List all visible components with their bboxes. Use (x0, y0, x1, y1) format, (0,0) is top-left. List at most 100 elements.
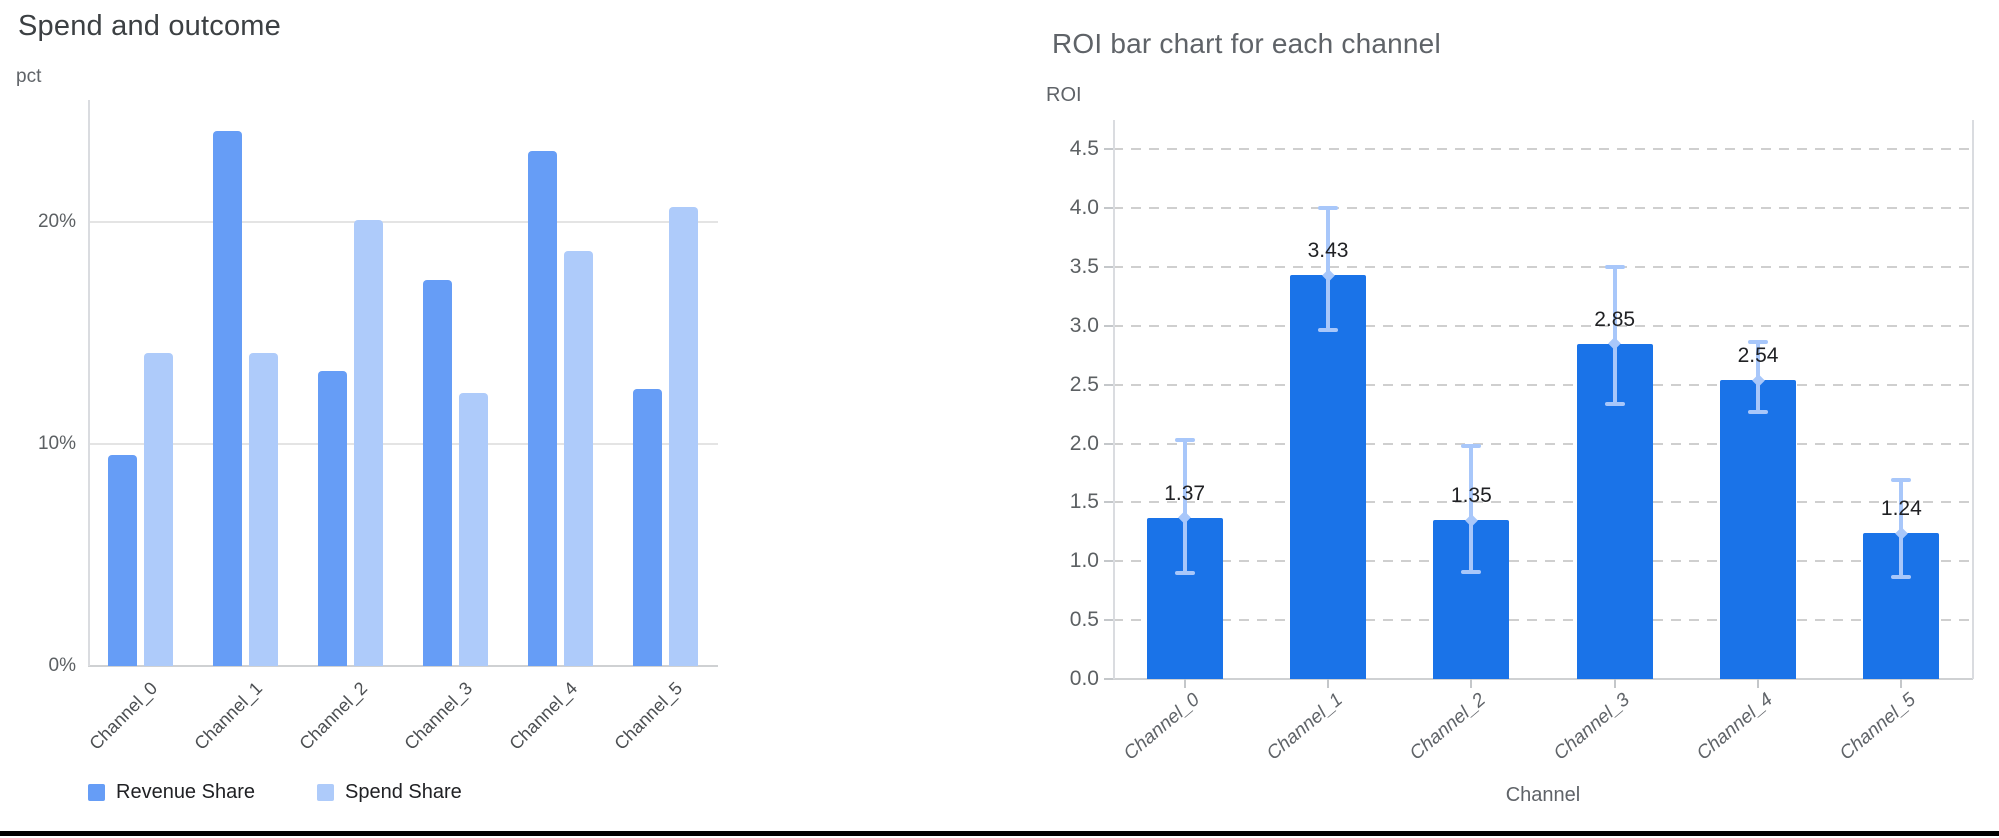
spend-outcome-chart: Spend and outcome pct 0% 10% 20% Channel_0 C… (0, 0, 780, 838)
error-bar (1461, 443, 1482, 575)
y-tick-mark (1104, 324, 1113, 327)
spend-outcome-legend: Revenue Share Spend Share (88, 781, 462, 804)
y-tick-label: 0% (48, 655, 76, 676)
x-tick-label: Channel_1 (1262, 689, 1347, 765)
value-label: 1.35 (1450, 484, 1492, 508)
y-tick-mark (1104, 148, 1113, 151)
bar-spend-share (354, 219, 383, 666)
roi-y-axis-title: ROI (1046, 84, 1082, 106)
legend-label-revenue-share: Revenue Share (116, 781, 255, 803)
legend-item-revenue-share: Revenue Share (88, 781, 255, 804)
gridline (88, 221, 718, 224)
bar-revenue-share (633, 388, 662, 666)
gridline (1113, 266, 1973, 269)
gridline (1113, 383, 1973, 386)
x-tick-mark (1900, 679, 1903, 688)
y-tick-mark (1104, 619, 1113, 622)
spend-outcome-y-axis-unit: pct (16, 66, 42, 87)
value-label: 1.24 (1880, 497, 1922, 521)
bar-revenue-share (318, 370, 347, 666)
error-bar-line (1612, 264, 1617, 406)
bar-spend-share (144, 353, 173, 666)
gridline (1113, 207, 1973, 210)
y-tick-label: 1.0 (1069, 549, 1099, 573)
error-bar (1891, 477, 1912, 579)
error-bar-line (1469, 443, 1474, 575)
gridline (88, 443, 718, 446)
y-tick-label: 4.0 (1069, 196, 1099, 220)
error-bar-marker (1608, 337, 1622, 350)
roi-x-axis-title: Channel (1505, 784, 1581, 806)
y-tick-label: 3.5 (1069, 255, 1099, 279)
gridline (88, 665, 718, 667)
y-tick-mark (1104, 207, 1113, 210)
x-tick-label: Channel_3 (1549, 689, 1634, 765)
bar-revenue-share (528, 151, 557, 666)
spend-outcome-chart-title: Spend and outcome (18, 10, 281, 42)
gridline (1113, 148, 1973, 151)
y-tick-label: 3.0 (1069, 313, 1099, 337)
y-tick-label: 0.5 (1069, 608, 1099, 632)
y-tick-label: 2.5 (1069, 372, 1099, 396)
x-tick-label: Channel_4 (1692, 689, 1777, 765)
x-tick-mark (1327, 679, 1329, 688)
error-bar (1604, 264, 1625, 406)
y-tick-mark (1104, 442, 1113, 445)
legend-label-spend-share: Spend Share (344, 781, 462, 803)
value-label: 2.54 (1737, 344, 1779, 368)
legend-swatch-spend-share (316, 784, 334, 801)
x-tick-mark (1470, 679, 1473, 688)
x-axis-line (1113, 678, 1973, 680)
bar-revenue-share (213, 131, 242, 666)
window-bottom-border (0, 831, 1999, 836)
value-label: 3.43 (1307, 239, 1349, 263)
error-bar (1174, 437, 1195, 576)
error-bar-marker (1894, 526, 1908, 540)
y-tick-label: 4.5 (1069, 137, 1099, 161)
x-tick-mark (1757, 679, 1759, 688)
legend-item-spend-share: Spend Share (316, 781, 462, 804)
gridline (1113, 324, 1973, 327)
roi-bar (1290, 275, 1366, 679)
y-tick-mark (1104, 266, 1113, 269)
gridline (1113, 442, 1973, 445)
roi-bar (1720, 380, 1796, 679)
y-tick-label: 20% (37, 211, 76, 233)
y-tick-mark (1104, 678, 1113, 680)
roi-chart-title: ROI bar chart for each channel (1052, 28, 1441, 59)
x-tick-mark (1183, 679, 1186, 688)
error-bar-line (1182, 437, 1187, 576)
x-tick-mark (1613, 679, 1616, 688)
gridline (1113, 619, 1973, 622)
error-bar-marker (1321, 268, 1335, 282)
gridline (1113, 560, 1973, 563)
gridline (1113, 501, 1973, 504)
value-label: 1.37 (1164, 481, 1206, 505)
bar-spend-share (459, 392, 488, 666)
plot-right-border (1972, 120, 1974, 679)
y-tick-label: 1.5 (1069, 490, 1099, 514)
error-bar-marker (1751, 373, 1765, 387)
y-axis-line (88, 100, 90, 666)
x-tick-label: Channel_2 (1406, 689, 1491, 765)
y-tick-mark (1104, 560, 1113, 563)
error-bar (1748, 340, 1768, 415)
bar-spend-share (564, 250, 593, 666)
error-bar-line (1326, 205, 1330, 332)
spend-outcome-plot-area: 0% 10% 20% Channel_0 Channel_1 Channel_2 Chann… (0, 0, 780, 838)
y-tick-label: 10% (37, 433, 76, 455)
y-tick-mark (1104, 501, 1113, 504)
y-axis-line (1113, 120, 1115, 679)
bar-spend-share (249, 353, 278, 666)
value-label: 2.85 (1594, 307, 1636, 331)
error-bar (1318, 205, 1338, 332)
bar-spend-share (669, 206, 698, 666)
x-tick-label: Channel_0 (1119, 689, 1204, 765)
bar-revenue-share (108, 455, 137, 666)
legend-swatch-revenue-share (88, 784, 105, 801)
bar-revenue-share (423, 279, 452, 666)
y-tick-mark (1104, 383, 1113, 386)
